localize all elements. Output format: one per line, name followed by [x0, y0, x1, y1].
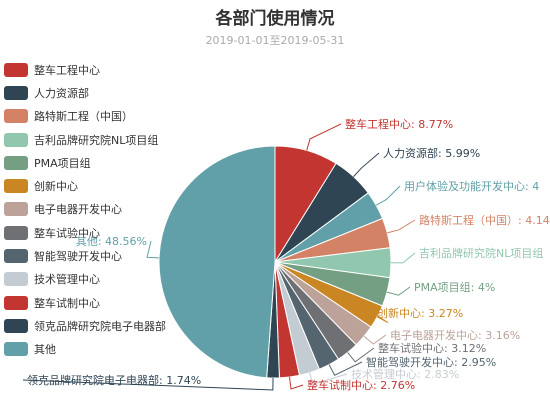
legend-label: 人力资源部 [34, 86, 89, 100]
legend-item[interactable]: 整车试制中心 [4, 291, 166, 314]
slice-label-4: 吉利品牌研究院NL项目组 [419, 246, 543, 260]
label-leader-line-1 [353, 152, 380, 177]
label-leader-line-12 [22, 377, 274, 391]
slice-label-0: 整车工程中心: 8.77% [345, 117, 453, 131]
legend-swatch [4, 318, 28, 333]
label-leader-line-8 [347, 347, 375, 363]
legend-item[interactable]: 其他 [4, 338, 166, 361]
slice-label-10: 技术管理中心: 2.83% [351, 367, 459, 381]
legend-item[interactable]: 电子电器开发中心 [4, 198, 166, 221]
label-leader-line-6 [372, 312, 389, 323]
legend-swatch [4, 342, 28, 357]
legend-label: 路特斯工程（中国） [34, 110, 133, 124]
slice-label-6: 创新中心: 3.27% [377, 306, 463, 320]
legend-label: 整车工程中心 [34, 63, 100, 77]
legend-label: 技术管理中心 [34, 273, 100, 287]
chart-subtitle: 2019-01-01至2019-05-31 [205, 34, 345, 47]
pie-slice-13[interactable] [158, 145, 276, 379]
legend-item[interactable]: 路特斯工程（中国） [4, 105, 166, 128]
label-leader-line-4 [390, 252, 416, 264]
legend-item[interactable]: 吉利品牌研究院NL项目组 [4, 128, 166, 151]
legend-label: 整车试制中心 [34, 296, 100, 310]
slice-label-2: 用户体验及功能开发中心: 4 [404, 179, 539, 193]
slice-label-3: 路特斯工程（中国）: 4.14 [419, 213, 550, 227]
legend-item[interactable]: PMA项目组 [4, 151, 166, 174]
legend-swatch [4, 295, 28, 310]
legend-label: PMA项目组 [34, 156, 91, 170]
legend-item[interactable]: 创新中心 [4, 174, 166, 197]
slice-label-1: 人力资源部: 5.99% [383, 146, 480, 160]
label-leader-line-2 [375, 185, 401, 206]
label-leader-line-0 [306, 123, 342, 151]
label-leader-line-10 [309, 372, 348, 385]
legend-item[interactable]: 整车试验中心 [4, 221, 166, 244]
legend-label: 领克品牌研究院电子电器部 [34, 319, 166, 333]
legend-label: 吉利品牌研究院NL项目组 [34, 133, 159, 147]
label-leader-line-3 [387, 219, 416, 234]
legend-swatch [4, 249, 28, 264]
legend-item[interactable]: 领克品牌研究院电子电器部 [4, 314, 166, 337]
legend-label: 整车试验中心 [34, 226, 100, 240]
legend-label: 电子电器开发中心 [34, 203, 122, 217]
slice-label-9: 智能驾驶开发中心: 2.95% [366, 355, 496, 369]
label-leader-line-11 [289, 377, 304, 390]
legend-swatch [4, 85, 28, 100]
label-leader-line-13 [146, 240, 160, 259]
slice-label-7: 电子电器开发中心: 3.16% [390, 328, 520, 342]
legend-swatch [4, 109, 28, 124]
legend-swatch [4, 202, 28, 217]
label-leader-line-9 [328, 361, 363, 376]
legend-swatch [4, 225, 28, 240]
slice-label-12: 领克品牌研究院电子电器部: 1.74% [27, 373, 201, 387]
legend-swatch [4, 179, 28, 194]
legend: 整车工程中心 人力资源部 路特斯工程（中国） 吉利品牌研究院NL项目组 PMA项… [4, 58, 166, 361]
legend-swatch [4, 62, 28, 77]
legend-swatch [4, 272, 28, 287]
legend-item[interactable]: 智能驾驶开发中心 [4, 244, 166, 267]
legend-label: 创新中心 [34, 180, 78, 194]
slice-label-11: 整车试制中心: 2.76% [307, 378, 415, 392]
chart-title: 各部门使用情况 [215, 9, 335, 29]
legend-label: 智能驾驶开发中心 [34, 250, 122, 264]
label-leader-line-5 [386, 286, 411, 296]
slice-label-5: PMA项目组: 4% [414, 280, 495, 294]
legend-label: 其他 [34, 343, 56, 357]
legend-swatch [4, 155, 28, 170]
label-leader-line-7 [363, 334, 387, 345]
legend-item[interactable]: 人力资源部 [4, 81, 166, 104]
legend-swatch [4, 132, 28, 147]
slice-label-13: 其他: 48.56% [76, 235, 147, 248]
slice-label-8: 整车试验中心: 3.12% [378, 341, 486, 355]
legend-item[interactable]: 整车工程中心 [4, 58, 166, 81]
legend-item[interactable]: 技术管理中心 [4, 268, 166, 291]
